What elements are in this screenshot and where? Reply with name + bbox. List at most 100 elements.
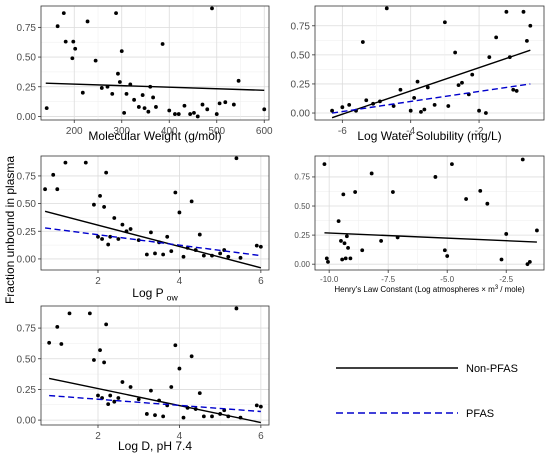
data-point [258, 404, 263, 409]
data-point [144, 252, 149, 257]
data-point [535, 228, 539, 233]
legend-label-non-pfas: Non-PFAS [466, 363, 518, 375]
x-axis-label: Molecular Weight (g/mol) [88, 129, 221, 143]
data-point [201, 414, 206, 419]
data-point [120, 380, 125, 384]
x-tick-label: -5.0 [440, 275, 454, 284]
trend-line-non-pfas [331, 49, 531, 119]
data-point [210, 414, 214, 419]
data-point [140, 93, 145, 97]
plot-panel [315, 156, 544, 270]
data-point [234, 156, 239, 161]
x-tick-label: 6 [258, 431, 264, 442]
data-point [146, 109, 151, 114]
data-point [494, 35, 499, 40]
data-point [153, 251, 157, 256]
data-point [453, 50, 458, 55]
y-tick-label: 0.00 [291, 109, 311, 120]
data-point [238, 255, 243, 260]
data-point [70, 56, 75, 61]
x-tick-label: 2 [95, 431, 101, 442]
y-tick-label: 0.25 [291, 79, 311, 90]
data-point [116, 396, 121, 400]
x-axis-label: Log Water Solubility (mg/L) [357, 129, 501, 143]
shared-y-axis-label: Fraction unbound in plasma [3, 156, 17, 304]
data-point [144, 412, 149, 416]
data-point [520, 157, 525, 162]
data-point [210, 6, 214, 11]
panel-henrys-law-constant: 0.00 0.25 0.50 0.75 -10.0 -7.5 -5.0 -2.5Henry's… [294, 155, 545, 294]
x-tick-label: -2 [475, 126, 484, 137]
data-point [189, 199, 194, 204]
legend-label-pfas: PFAS [466, 408, 494, 420]
data-point [96, 234, 100, 239]
data-point [217, 101, 222, 106]
data-point [61, 11, 66, 16]
x-tick-label: 500 [208, 126, 225, 137]
data-points [47, 306, 263, 420]
data-point [55, 324, 60, 329]
data-point [116, 71, 120, 76]
data-point [353, 190, 358, 194]
data-point [218, 251, 223, 256]
x-tick-label: 4 [177, 431, 183, 442]
data-point [112, 216, 117, 220]
data-point [415, 79, 420, 84]
data-point [136, 238, 141, 243]
data-point [341, 192, 346, 197]
data-point [120, 222, 125, 227]
data-point [108, 393, 113, 398]
data-point [124, 91, 129, 96]
data-point [528, 23, 533, 28]
data-point [527, 259, 532, 264]
panel-border [40, 5, 270, 121]
x-tick-label: -6 [338, 126, 347, 137]
data-point [149, 388, 153, 393]
data-point [432, 102, 437, 107]
data-point [460, 80, 464, 85]
data-point [73, 46, 78, 51]
data-point [360, 248, 365, 253]
data-point [360, 40, 365, 44]
data-point [87, 311, 92, 316]
data-point [85, 19, 90, 24]
trend-line-pfas [44, 227, 261, 257]
data-point [525, 38, 529, 43]
x-tick-label: -10.0 [320, 275, 339, 284]
data-point [344, 234, 349, 239]
data-point [504, 232, 509, 236]
x-tick-label: -7.5 [381, 275, 395, 284]
data-point [450, 162, 454, 167]
data-point [346, 245, 350, 250]
trend-line-pfas [49, 394, 261, 413]
data-point [456, 83, 461, 88]
data-point [149, 230, 153, 235]
y-tick-label: 0.50 [17, 354, 37, 365]
data-point [391, 104, 396, 108]
x-axis-label: Henry's Law Constant (Log atmospheres × … [334, 285, 525, 294]
data-point [63, 39, 68, 44]
data-point [369, 171, 374, 176]
data-point [176, 112, 181, 116]
y-tick-label: 0.25 [17, 227, 37, 238]
data-point [433, 175, 438, 179]
data-point [181, 254, 186, 259]
data-point [169, 385, 174, 389]
y-tick-label: 0.75 [291, 21, 311, 32]
data-point [446, 104, 451, 108]
panel-log-d-ph: 0.00 0.25 0.50 0.75 2 4 6 Log D, pH 7.4 [17, 305, 270, 453]
data-point [161, 414, 166, 419]
data-point [262, 107, 267, 112]
data-point [470, 72, 475, 77]
data-point [71, 39, 76, 44]
data-point [98, 193, 102, 198]
data-point [160, 42, 165, 46]
data-point [117, 80, 122, 84]
data-point [340, 257, 345, 262]
y-tick-label: 0.50 [17, 199, 37, 210]
data-point [104, 322, 109, 327]
data-point [340, 105, 345, 110]
x-tick-label: 4 [177, 276, 183, 287]
